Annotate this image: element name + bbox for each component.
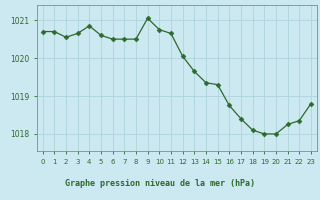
Text: Graphe pression niveau de la mer (hPa): Graphe pression niveau de la mer (hPa) — [65, 179, 255, 188]
